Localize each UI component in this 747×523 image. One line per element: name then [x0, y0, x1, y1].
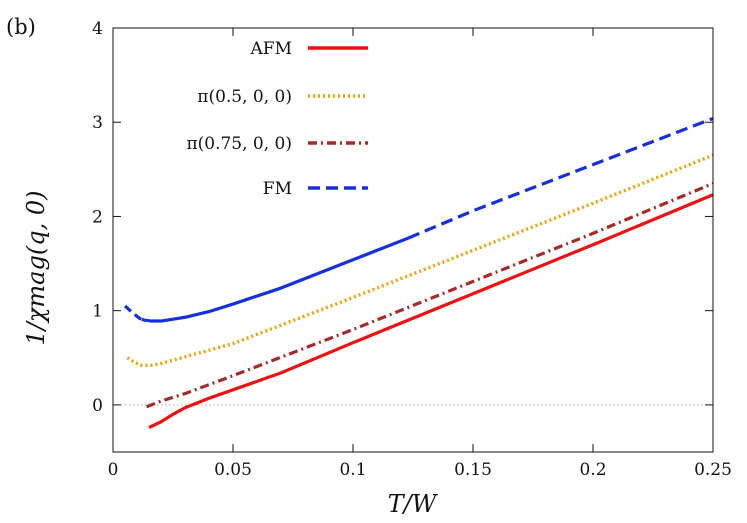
y-tick-label: 1	[92, 302, 103, 322]
series-3-line-dashed-high	[407, 116, 714, 240]
x-tick-label: 0	[108, 460, 119, 480]
y-axis-ticks: 0 1 2 3 4	[92, 19, 713, 416]
x-tick-label: 0.05	[214, 460, 252, 480]
plot-background	[113, 28, 713, 452]
x-tick-label: 0.1	[339, 460, 366, 480]
legend-label: AFM	[250, 39, 292, 59]
x-axis-ticks: 0 0.05 0.1 0.15 0.2 0.25	[108, 28, 732, 480]
series-0-line	[148, 193, 714, 429]
plot-frame	[112, 27, 714, 453]
x-axis-label: T/W	[388, 490, 439, 518]
y-axis-label: 1/χmag(q, 0)	[22, 191, 50, 346]
x-tick-label: 0.25	[694, 460, 732, 480]
plot-area	[113, 28, 713, 452]
plot-frame-group	[112, 27, 714, 453]
legend: AFM π(0.5, 0, 0) π(0.75, 0, 0) FM	[186, 39, 368, 199]
panel-label: (b)	[6, 15, 36, 39]
legend-label: FM	[263, 179, 292, 199]
series-group	[123, 116, 714, 429]
legend-label: π(0.75, 0, 0)	[186, 134, 292, 154]
y-tick-label: 3	[92, 113, 103, 133]
series-3-line-dashed-low	[123, 304, 143, 321]
series-3-line-solid	[141, 236, 409, 323]
series-2-line	[146, 181, 714, 409]
x-tick-label: 0.2	[579, 460, 606, 480]
x-tick-label: 0.15	[454, 460, 492, 480]
y-tick-label: 2	[92, 207, 103, 227]
series-1-line	[126, 153, 714, 368]
legend-label: π(0.5, 0, 0)	[197, 87, 292, 107]
y-tick-label: 0	[92, 396, 103, 416]
y-tick-label: 4	[92, 19, 103, 39]
